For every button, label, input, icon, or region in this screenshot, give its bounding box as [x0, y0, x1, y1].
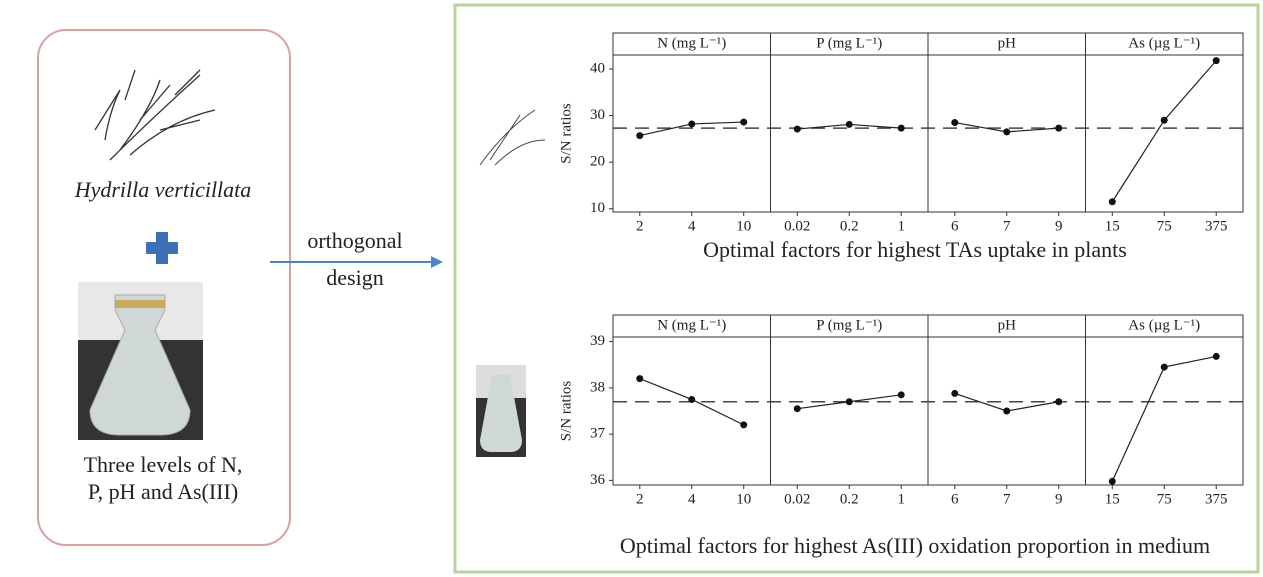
description-line: P, pH and As(III) — [88, 479, 238, 504]
y-tick-label: 37 — [590, 426, 606, 442]
data-point — [951, 390, 958, 397]
x-tick-label: 0.2 — [840, 491, 859, 507]
panel-title: As (µg L⁻¹) — [1128, 317, 1200, 333]
data-point — [794, 126, 801, 133]
plus-icon — [146, 232, 178, 264]
x-tick-label: 75 — [1157, 491, 1172, 507]
data-point — [951, 119, 958, 126]
y-tick-label: 20 — [590, 154, 605, 170]
panel-title: P (mg L⁻¹) — [816, 35, 882, 51]
x-tick-label: 15 — [1105, 218, 1120, 234]
data-point — [1003, 408, 1010, 415]
flask-thumb — [476, 365, 526, 457]
panel-title: pH — [998, 35, 1017, 51]
data-point — [740, 119, 747, 126]
data-point — [794, 405, 801, 412]
data-point — [1055, 125, 1062, 132]
plant-thumb — [480, 110, 545, 165]
data-point — [740, 421, 747, 428]
y-tick-label: 38 — [590, 379, 605, 395]
data-point — [846, 398, 853, 405]
data-point — [688, 120, 695, 127]
flask-photo — [78, 282, 203, 440]
species-label: Hydrilla verticillata — [74, 177, 252, 202]
arrow-head — [431, 256, 443, 268]
data-point — [1055, 398, 1062, 405]
data-point — [636, 132, 643, 139]
x-tick-label: 15 — [1105, 491, 1120, 507]
x-tick-label: 375 — [1205, 218, 1228, 234]
arrow-label: design — [326, 265, 383, 290]
y-axis-label: S/N ratios — [558, 103, 574, 164]
factor-line — [1112, 61, 1216, 202]
x-tick-label: 0.02 — [784, 218, 810, 234]
x-tick-label: 1 — [897, 218, 905, 234]
data-point — [688, 396, 695, 403]
data-point — [636, 375, 643, 382]
right-box — [455, 5, 1258, 572]
x-tick-label: 10 — [736, 218, 751, 234]
x-tick-label: 4 — [688, 491, 696, 507]
y-axis-label: S/N ratios — [558, 381, 574, 442]
panel-title: N (mg L⁻¹) — [657, 35, 726, 51]
data-point — [1161, 117, 1168, 124]
x-tick-label: 2 — [636, 491, 644, 507]
x-tick-label: 6 — [951, 218, 959, 234]
x-tick-label: 6 — [951, 491, 959, 507]
data-point — [846, 121, 853, 128]
data-point — [1109, 478, 1116, 485]
chart-title: Optimal factors for highest As(III) oxid… — [620, 533, 1210, 558]
x-tick-label: 375 — [1205, 491, 1228, 507]
plant-drawing — [95, 70, 215, 160]
x-tick-label: 0.2 — [840, 218, 859, 234]
x-tick-label: 7 — [1003, 218, 1011, 234]
data-point — [1213, 57, 1220, 64]
x-tick-label: 75 — [1157, 218, 1172, 234]
x-tick-label: 0.02 — [784, 491, 810, 507]
x-tick-label: 1 — [897, 491, 905, 507]
data-point — [1213, 353, 1220, 360]
data-point — [1109, 198, 1116, 205]
factor-line — [1112, 356, 1216, 481]
y-tick-label: 30 — [590, 107, 605, 123]
y-tick-label: 40 — [590, 60, 605, 76]
data-point — [898, 125, 905, 132]
chart-title: Optimal factors for highest TAs uptake i… — [703, 237, 1127, 262]
panel-title: N (mg L⁻¹) — [657, 317, 726, 333]
panel-title: As (µg L⁻¹) — [1128, 35, 1200, 51]
data-point — [898, 391, 905, 398]
description-line: Three levels of N, — [84, 452, 243, 477]
data-point — [1003, 128, 1010, 135]
x-tick-label: 7 — [1003, 491, 1011, 507]
data-point — [1161, 364, 1168, 371]
x-tick-label: 10 — [736, 491, 751, 507]
x-tick-label: 4 — [688, 218, 696, 234]
arrow-label: orthogonal — [307, 228, 402, 253]
y-tick-label: 10 — [590, 200, 605, 216]
panel-title: pH — [998, 317, 1017, 333]
figure: Hydrilla verticillata Three levels of N,… — [0, 0, 1263, 577]
y-tick-label: 39 — [590, 333, 605, 349]
x-tick-label: 9 — [1055, 218, 1063, 234]
x-tick-label: 9 — [1055, 491, 1063, 507]
y-tick-label: 36 — [590, 472, 606, 488]
panel-title: P (mg L⁻¹) — [816, 317, 882, 333]
x-tick-label: 2 — [636, 218, 644, 234]
